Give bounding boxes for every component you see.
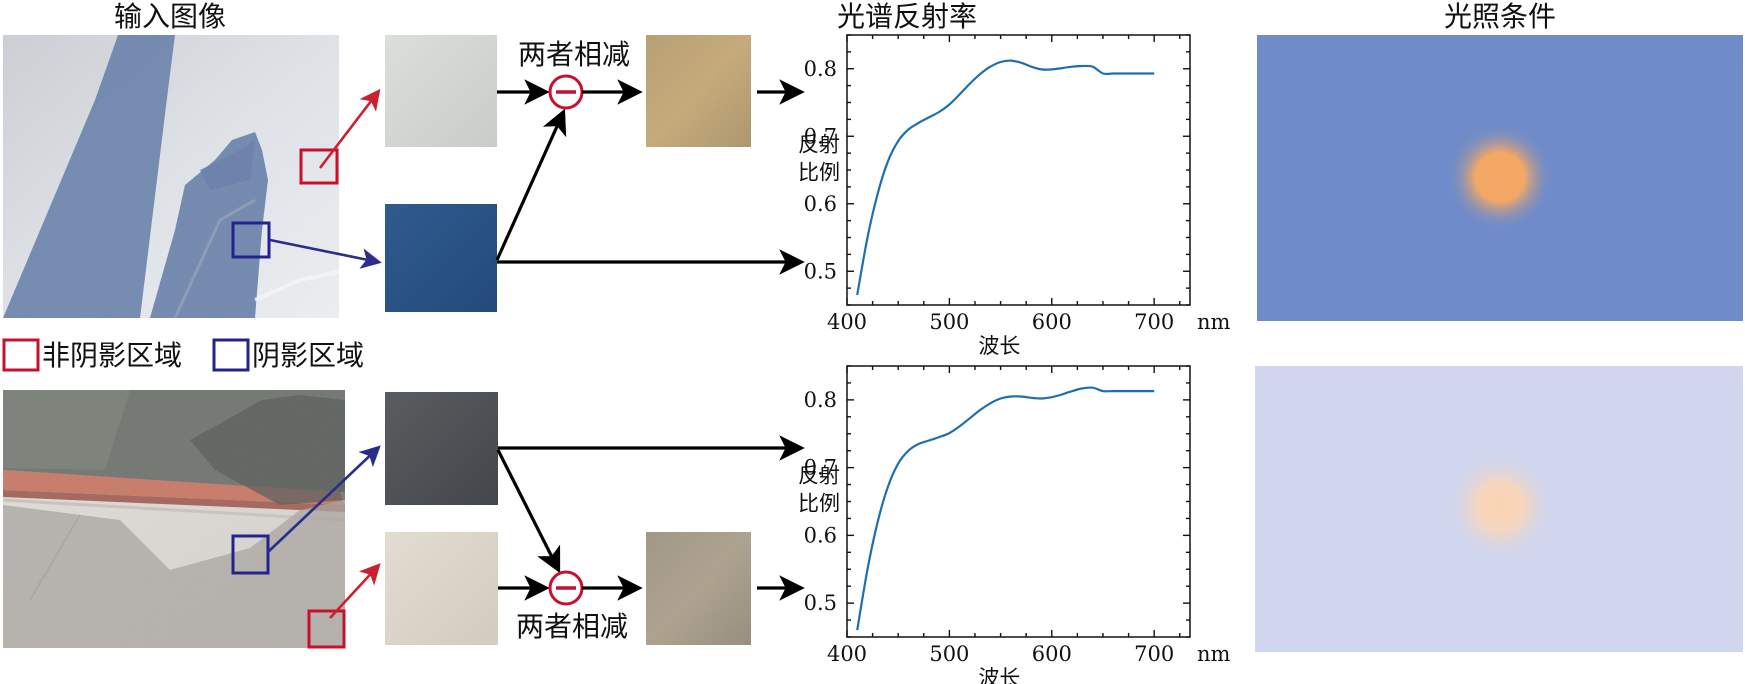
arrow-blue-bottom (267, 445, 381, 553)
legend-non-shadow-label: 非阴影区域 (42, 339, 182, 372)
y-axis-label-line1: 反射 (798, 464, 840, 488)
y-axis-label-line2: 比例 (798, 160, 840, 184)
legend-non-shadow-swatch (2, 338, 40, 372)
legend: 非阴影区域 阴影区域 (2, 338, 364, 372)
chart-frame-top (846, 34, 1191, 306)
x-axis-label: 波长 (978, 666, 1020, 684)
illumination-panel-top (1257, 35, 1743, 321)
reflectance-curve (856, 386, 1155, 631)
chart-frame-bottom (846, 365, 1191, 638)
subtract-label-bottom: 两者相减 (516, 610, 628, 643)
arrow-blue-top (269, 238, 382, 269)
minus-operator-bottom (548, 570, 584, 606)
x-tick-label: 700 (1134, 642, 1174, 666)
legend-shadow-label: 阴影区域 (252, 339, 364, 372)
y-axis-label-line2: 比例 (798, 492, 840, 516)
shadow-region-box-top (231, 221, 271, 259)
x-unit-label: nm (1197, 642, 1231, 666)
arrow-red-bottom (329, 563, 381, 619)
x-tick-label: 600 (1032, 310, 1072, 334)
y-tick-label: 0.7 (804, 456, 837, 480)
patch-non-shadow-top (385, 35, 497, 147)
input-photo-snow (3, 35, 340, 319)
spectral-reflectance-title: 光谱反射率 (837, 0, 977, 33)
subtract-label-top: 两者相减 (518, 38, 630, 71)
legend-shadow-swatch (212, 338, 250, 372)
y-tick-label: 0.6 (804, 192, 837, 216)
y-tick-label: 0.5 (804, 591, 837, 615)
illumination-panel-bottom (1255, 366, 1743, 652)
illumination-title: 光照条件 (1444, 0, 1556, 33)
x-tick-label: 700 (1134, 310, 1174, 334)
patch-shadow-top (385, 204, 497, 312)
x-tick-label: 600 (1032, 642, 1072, 666)
y-tick-label: 0.7 (804, 124, 837, 148)
y-tick-label: 0.8 (804, 388, 837, 412)
x-unit-label: nm (1197, 310, 1231, 334)
y-axis-label-line1: 反射 (798, 132, 840, 156)
y-tick-label: 0.8 (804, 57, 837, 81)
x-tick-label: 500 (929, 310, 969, 334)
arrow-shadow-to-minus-top (495, 108, 567, 261)
patch-non-shadow-bottom (385, 532, 498, 645)
x-tick-label: 400 (827, 310, 867, 334)
non-shadow-region-box-bottom (307, 609, 346, 649)
patch-shadow-bottom (385, 392, 498, 505)
shadow-region-box-bottom (231, 534, 270, 575)
input-image-title: 输入图像 (114, 0, 226, 33)
y-tick-label: 0.6 (804, 523, 837, 547)
x-tick-label: 500 (929, 642, 969, 666)
x-tick-label: 400 (827, 642, 867, 666)
reflectance-curve (856, 59, 1155, 296)
arrow-red-top (318, 88, 381, 169)
input-photo-curb (2, 390, 346, 648)
minus-operator-top (548, 74, 584, 110)
y-tick-label: 0.5 (804, 259, 837, 283)
arrow-shadow-to-minus-bottom (496, 449, 561, 574)
x-axis-label: 波长 (978, 334, 1020, 358)
non-shadow-region-box-top (299, 148, 339, 185)
